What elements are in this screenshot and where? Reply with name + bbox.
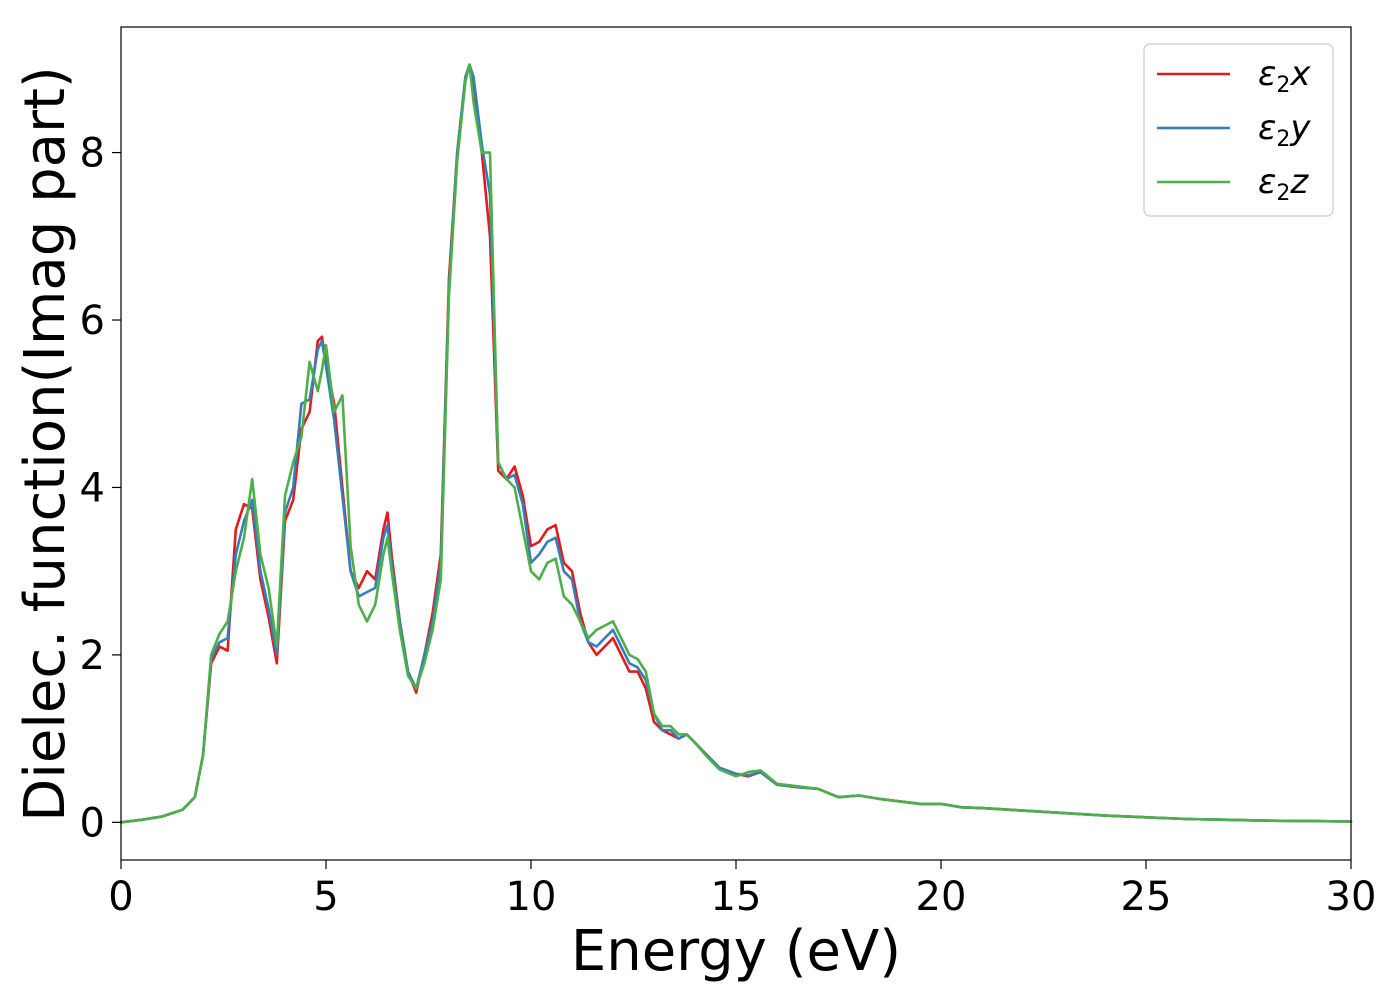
x-tick-label: 25 (1121, 874, 1172, 920)
y-axis-ticks: 0 2 4 6 8 (80, 131, 121, 846)
x-tick-label: 20 (916, 874, 967, 920)
legend-label-x: ε2x (1258, 54, 1311, 98)
plot-lines (119, 63, 1353, 824)
legend-label-z: ε2z (1258, 162, 1309, 206)
y-axis-label: Dielec. function(Imag part) (13, 66, 78, 822)
x-axis-ticks: 0 5 10 15 20 25 30 (108, 860, 1376, 920)
series-line-z (119, 63, 1353, 824)
x-tick-label: 30 (1326, 874, 1377, 920)
legend: ε2x ε2y ε2z (1143, 43, 1334, 217)
x-tick-label: 10 (506, 874, 557, 920)
legend-frame (1143, 43, 1334, 217)
y-tick-label: 2 (80, 633, 105, 679)
y-tick-label: 8 (80, 131, 105, 177)
x-tick-label: 0 (108, 874, 133, 920)
x-axis-label: Energy (eV) (571, 919, 901, 984)
legend-label-y: ε2y (1258, 108, 1311, 152)
x-tick-label: 5 (313, 874, 338, 920)
y-tick-label: 0 (80, 800, 105, 846)
x-tick-label: 15 (711, 874, 762, 920)
y-tick-label: 6 (80, 298, 105, 344)
y-tick-label: 4 (80, 465, 105, 511)
